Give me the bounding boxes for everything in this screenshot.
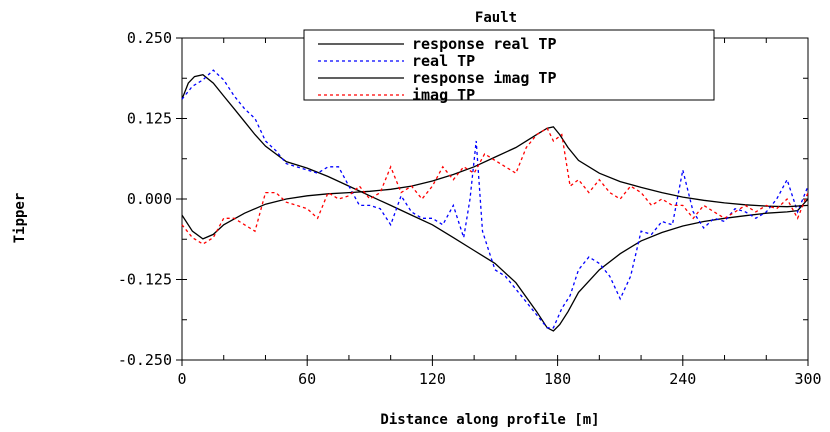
legend-label: real TP bbox=[412, 52, 475, 70]
y-tick-label: -0.250 bbox=[118, 351, 172, 369]
x-tick-label: 240 bbox=[669, 370, 696, 388]
series-layer bbox=[182, 70, 808, 331]
legend-label: response imag TP bbox=[412, 69, 557, 87]
y-axis-label: Tipper bbox=[12, 193, 28, 244]
y-tick-label: 0.250 bbox=[127, 29, 172, 47]
x-tick-label: 0 bbox=[177, 370, 186, 388]
legend-label: response real TP bbox=[412, 35, 557, 53]
x-axis-label: Distance along profile [m] bbox=[380, 412, 599, 428]
legend-label: imag TP bbox=[412, 86, 475, 104]
series-line-response-imag-tp bbox=[182, 127, 808, 239]
chart-title: Fault bbox=[475, 10, 517, 26]
y-tick-label: 0.000 bbox=[127, 190, 172, 208]
series-line-imag-tp bbox=[182, 128, 808, 244]
y-tick-label: 0.125 bbox=[127, 110, 172, 128]
x-tick-label: 60 bbox=[298, 370, 316, 388]
y-tick-label: -0.125 bbox=[118, 271, 172, 289]
series-line-real-tp bbox=[182, 70, 808, 328]
x-tick-label: 180 bbox=[544, 370, 571, 388]
x-tick-label: 120 bbox=[419, 370, 446, 388]
series-line-response-real-tp bbox=[182, 75, 808, 331]
x-tick-label: 300 bbox=[794, 370, 821, 388]
